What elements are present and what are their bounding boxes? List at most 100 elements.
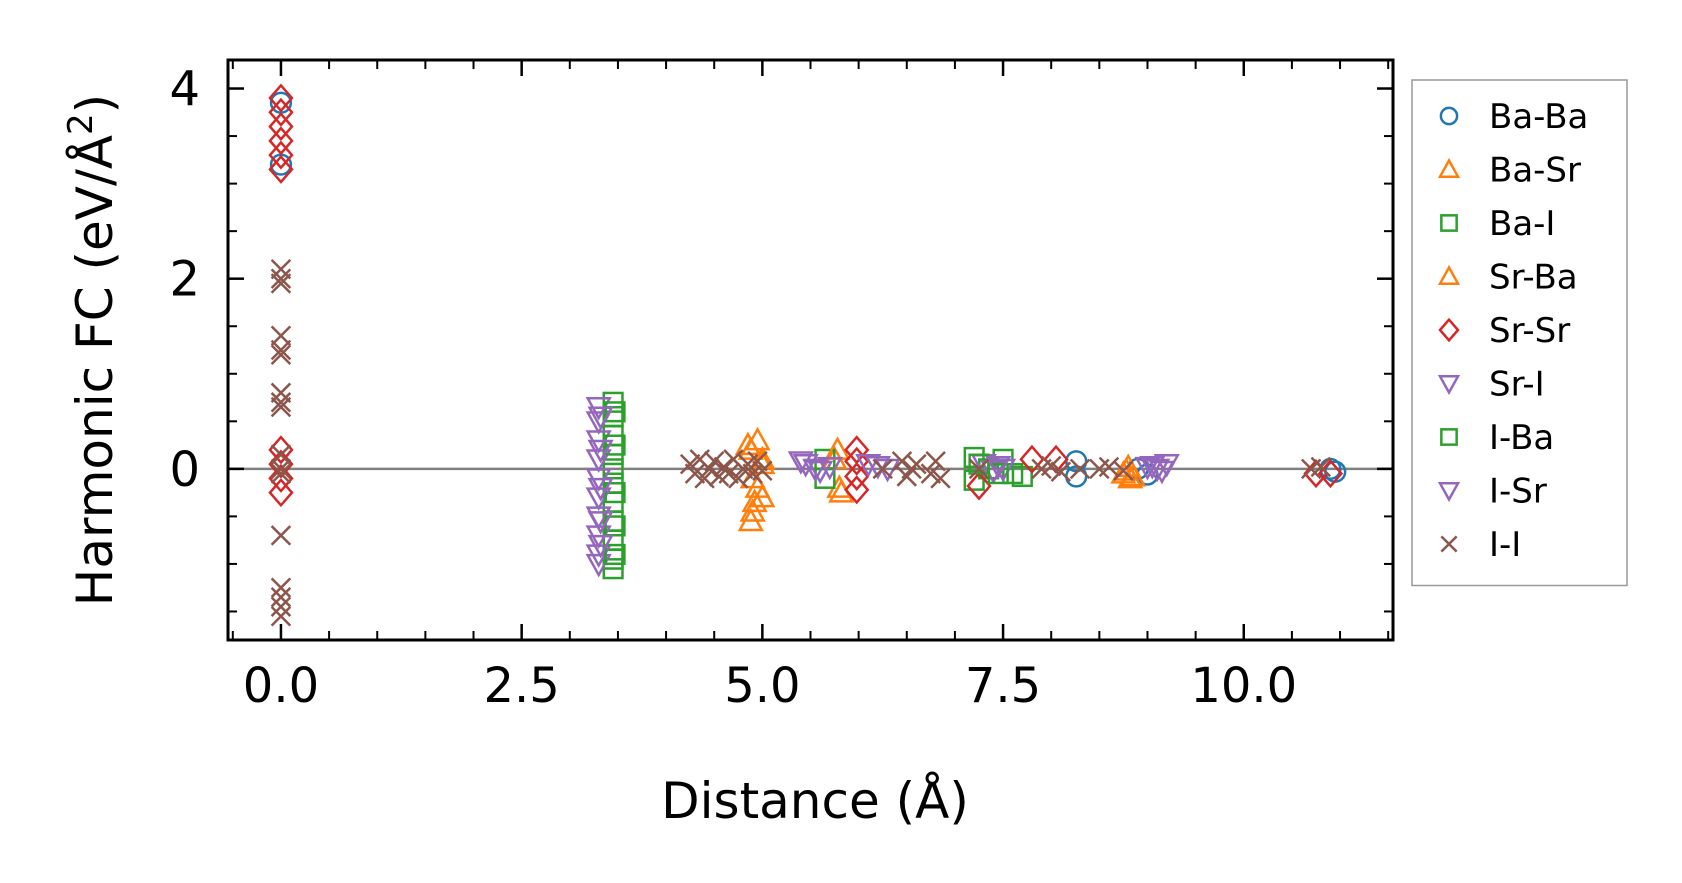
data-point — [587, 406, 614, 431]
data-point — [747, 451, 768, 472]
x-axis-label: Distance (Å) — [661, 772, 969, 830]
data-point — [270, 339, 292, 361]
data-point — [684, 463, 706, 484]
data-point — [604, 543, 626, 566]
data-point — [270, 586, 292, 608]
data-point — [585, 487, 612, 511]
data-point — [604, 482, 626, 504]
legend-marker — [1437, 482, 1461, 503]
data-point — [930, 468, 951, 489]
legend-marker — [1439, 106, 1459, 126]
legend-label: Sr-Ba — [1489, 258, 1578, 298]
legend-entry: Ba-Ba — [1439, 97, 1588, 137]
data-point — [270, 596, 292, 617]
data-point — [270, 605, 292, 627]
data-point — [268, 112, 294, 142]
data-point — [270, 258, 292, 280]
data-point — [270, 396, 292, 418]
data-point — [906, 453, 927, 475]
series-i-ba — [604, 401, 1009, 566]
data-point — [816, 456, 843, 481]
data-point — [844, 475, 870, 505]
legend-label: I-I — [1489, 525, 1521, 565]
data-point — [268, 463, 294, 493]
legend-label: Sr-Sr — [1489, 311, 1570, 351]
data-point — [844, 461, 870, 492]
data-point — [268, 83, 294, 113]
data-point — [744, 474, 771, 498]
legend-entry: Sr-Sr — [1438, 311, 1570, 351]
legend-entry: I-I — [1440, 525, 1521, 565]
y-axis: 0 2 4 — [169, 62, 1393, 613]
data-point — [270, 382, 292, 404]
data-point — [1019, 444, 1045, 474]
legend-label: I-Sr — [1489, 472, 1547, 512]
y-tick-label: 2 — [169, 252, 200, 308]
data-point — [268, 140, 294, 170]
data-point — [587, 477, 614, 502]
data-point — [268, 154, 294, 184]
data-point — [966, 471, 992, 501]
series-i-sr — [587, 406, 1176, 559]
data-point — [703, 451, 725, 472]
data-point — [920, 463, 942, 484]
data-point — [741, 488, 768, 513]
data-point — [872, 458, 893, 480]
legend-marker — [1437, 157, 1461, 178]
data-point — [968, 458, 990, 480]
legend: Ba-Ba Ba-Sr Ba-I Sr-Ba Sr-Sr Sr-I I-Ba I-Sr I-I — [1411, 79, 1628, 587]
x-tick-label: 7.5 — [965, 658, 1041, 714]
legend-entry: I-Ba — [1440, 418, 1554, 458]
legend-marker — [1437, 375, 1461, 396]
data-point — [270, 444, 292, 465]
data-point — [1113, 460, 1134, 481]
data-point — [1040, 455, 1062, 477]
y-axis-label-superscript: 2 — [61, 113, 101, 135]
data-point — [925, 451, 946, 472]
data-point — [587, 511, 614, 535]
x-tick-label: 0.0 — [243, 658, 319, 714]
data-point — [1139, 455, 1166, 480]
data-point — [1148, 460, 1176, 485]
legend-marker — [1440, 428, 1458, 446]
legend-label: Ba-Sr — [1489, 151, 1581, 191]
legend-entry: Ba-I — [1440, 204, 1555, 244]
data-point — [963, 446, 985, 469]
x-axis: 0.0 2.5 5.0 7.5 10.0 — [231, 60, 1390, 714]
data-point — [718, 463, 739, 484]
y-tick-label: 0 — [169, 442, 200, 498]
data-point — [739, 498, 766, 522]
x-tick-label: 5.0 — [724, 658, 800, 714]
legend-marker — [1437, 264, 1461, 285]
y-axis-label-close: ) — [66, 94, 124, 114]
data-point — [855, 454, 882, 478]
legend-entry: Ba-Sr — [1437, 151, 1581, 191]
data-point — [270, 525, 292, 546]
data-point — [268, 97, 294, 127]
y-axis-label: Harmonic FC (eV/Å2) — [61, 94, 124, 606]
series-sr-sr — [268, 83, 1344, 508]
y-tick-label: 4 — [169, 62, 200, 118]
data-point — [587, 439, 614, 464]
legend-entry: I-Sr — [1437, 472, 1547, 512]
data-point — [270, 273, 292, 294]
data-point — [268, 126, 294, 156]
data-point — [1011, 465, 1033, 488]
data-point — [270, 392, 292, 413]
legend-marker — [1438, 317, 1460, 343]
legend-label: Sr-I — [1489, 365, 1545, 405]
data-point — [604, 515, 626, 537]
legend-label: Ba-I — [1489, 204, 1555, 244]
data-point — [1098, 456, 1120, 478]
data-point — [604, 401, 626, 423]
data-point — [268, 478, 294, 508]
data-point — [728, 468, 749, 489]
legend-marker — [1440, 214, 1458, 232]
legend-entry: Sr-I — [1437, 365, 1545, 405]
data-point — [270, 458, 292, 480]
data-point — [602, 558, 624, 580]
data-point — [270, 344, 292, 365]
data-point — [1050, 461, 1072, 482]
